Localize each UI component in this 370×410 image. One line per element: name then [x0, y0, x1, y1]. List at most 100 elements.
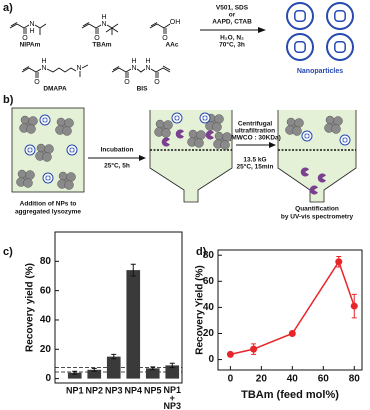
atom: N [76, 65, 81, 72]
atom: H [41, 58, 46, 65]
lysozyme [300, 167, 309, 177]
aggregate [36, 143, 46, 153]
aggregate [62, 126, 72, 136]
y-tick-label: 20 [203, 328, 215, 339]
bar [106, 356, 121, 379]
step-label: (MWCO : 30KDa) [229, 135, 281, 142]
nanoparticle-core [334, 10, 346, 22]
y-tick-label: 0 [45, 373, 51, 384]
nanoparticle [286, 33, 314, 61]
aggregate [161, 128, 171, 138]
nanoparticle-core [294, 41, 306, 53]
nanoparticle-core [69, 147, 75, 153]
bar [126, 270, 141, 379]
step-label: ultrafiltration [235, 128, 275, 135]
x-tick-label: NP3 [105, 385, 123, 395]
nanoparticle-core [342, 137, 348, 143]
structure-tbam: O N H TBAm [81, 14, 119, 49]
bar [165, 365, 180, 379]
atom: N [29, 21, 34, 28]
aggregate [214, 114, 224, 124]
nanoparticle-core [294, 10, 306, 22]
step-label: Incubation [101, 147, 134, 154]
structure-name: AAc [165, 42, 178, 49]
y-axis-label: Recovery Yield (%) [195, 265, 206, 354]
aggregate [331, 124, 341, 134]
y-tick-label: 40 [40, 315, 52, 326]
nanoparticle-core [45, 175, 51, 181]
bond [81, 22, 119, 35]
condition: AAPD, CTAB [212, 19, 252, 26]
aggregate [58, 171, 68, 181]
plot-frame [217, 249, 363, 371]
panel-label: d) [196, 246, 207, 258]
y-tick-label: 80 [40, 256, 52, 267]
aggregate [292, 126, 302, 136]
structure-name: BIS [137, 86, 149, 93]
aggregate [222, 132, 232, 142]
structure-dmapa: O N H N DMAPA [21, 58, 89, 93]
nanoparticle [326, 33, 354, 61]
aggregate [194, 138, 204, 148]
nanoparticle-core [202, 115, 208, 121]
line [230, 260, 355, 356]
product-label: Nanoparticles [297, 68, 343, 75]
nanoparticle-core [27, 147, 33, 153]
atom: OH [170, 19, 181, 26]
panel-label: a) [3, 2, 13, 14]
atom: N [145, 65, 150, 72]
nanoparticle [24, 144, 36, 156]
structure-name: NIPAm [20, 42, 41, 49]
condition: V501, SDS [216, 5, 249, 12]
y-tick-label: 40 [203, 302, 215, 313]
structure-name: TBAm [92, 42, 111, 49]
aggregate [163, 120, 173, 130]
panel-label: c) [3, 246, 13, 258]
atom: H [145, 58, 150, 65]
structure-name: DMAPA [43, 86, 67, 93]
atom: H [29, 28, 34, 35]
atom: O [34, 79, 40, 86]
aggregate [56, 117, 66, 127]
atom: N [131, 65, 136, 72]
aggregate [214, 131, 224, 141]
aggregate [196, 130, 206, 140]
x-tick-label: 40 [287, 374, 299, 385]
error-bar [130, 263, 136, 277]
aggregate [25, 170, 35, 180]
panel-label: b) [3, 94, 14, 106]
nanoparticle [42, 172, 54, 184]
error-bar [72, 370, 78, 375]
lysozyme [309, 185, 318, 195]
caption: by UV-vis spectrometry [281, 214, 354, 221]
lysozyme [205, 130, 214, 140]
x-tick-label: NP2 [85, 385, 103, 395]
nanoparticle [199, 112, 211, 124]
structure-nipam: O N H NIPAm [9, 21, 47, 49]
bar [67, 372, 82, 379]
atom: H [101, 14, 106, 21]
caption: Addition of NPs to [20, 201, 77, 208]
lysozyme [317, 173, 326, 183]
error-bar [169, 362, 175, 369]
step-label: 25°C, 5h [104, 162, 130, 170]
bond [111, 65, 171, 78]
aggregate [44, 144, 54, 154]
nanoparticle [339, 134, 351, 146]
lysozyme [175, 129, 184, 139]
nanoparticle-core [304, 133, 310, 139]
arrow-head [258, 27, 266, 33]
bond [21, 64, 89, 78]
condition: H₂O, N₂ [220, 35, 244, 42]
atom: H [131, 58, 136, 65]
x-axis-label: TBAm (feed mol%) [241, 389, 339, 401]
marker [335, 258, 343, 266]
step-label: Centrifugal [238, 121, 273, 128]
aggregate [17, 169, 27, 179]
nanoparticle [286, 2, 314, 30]
bond [9, 22, 47, 35]
nanoparticle-core [174, 115, 180, 121]
marker [288, 329, 296, 337]
icons [16, 2, 354, 195]
